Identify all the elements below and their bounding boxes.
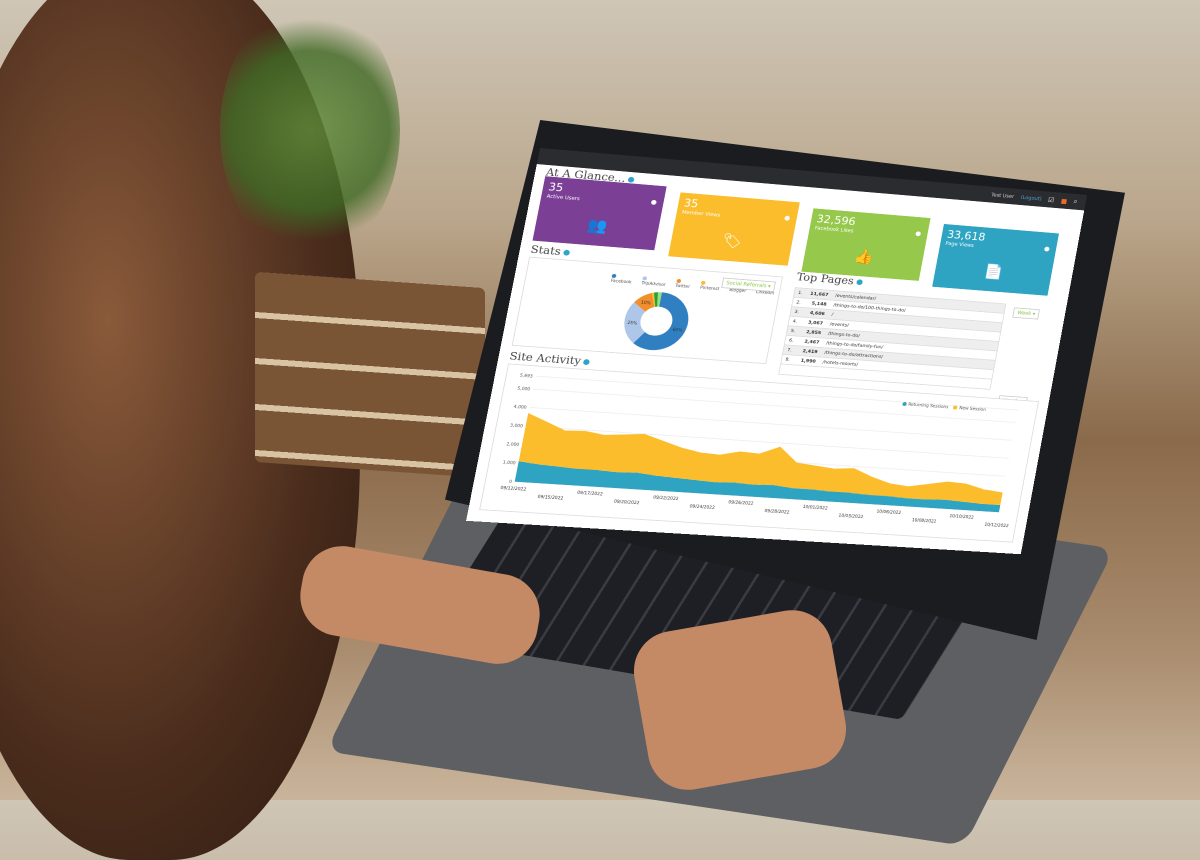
site-activity-panel: Returning Sessions New Session 0 1,000 2,00… — [479, 363, 1039, 543]
x-tick-label: 10/10/2022 — [949, 513, 974, 520]
thumbs-up-icon: 👍 — [852, 247, 876, 266]
x-tick-label: 10/01/2022 — [802, 504, 828, 511]
legend-item[interactable]: Twitter — [675, 278, 696, 290]
pie-slice[interactable] — [632, 291, 657, 313]
x-tick-label: 09/28/2022 — [764, 508, 790, 515]
x-tick-label: 09/20/2022 — [613, 499, 640, 506]
x-tick-label: 09/17/2022 — [577, 490, 604, 497]
x-tick-label: 10/03/2022 — [838, 513, 864, 520]
y-tick-label: 5,693 — [519, 373, 533, 379]
books — [255, 271, 485, 479]
notification-icon[interactable]: ■ — [1060, 197, 1068, 205]
donut-chart: 60% 25% 10% — [620, 290, 694, 353]
help-icon[interactable] — [582, 359, 591, 366]
user-name: Test User — [990, 191, 1015, 200]
x-tick-label: 10/12/2022 — [984, 522, 1009, 529]
y-tick-label: 4,000 — [513, 404, 527, 410]
area-series[interactable] — [516, 412, 1012, 506]
logout-link[interactable]: (Logout) — [1020, 194, 1043, 202]
x-tick-label: 10/08/2022 — [911, 518, 937, 525]
pie-label: 10% — [640, 300, 651, 306]
dashboard-screen: Test User (Logout) ☑ ■ ⌕ At A Glance... … — [466, 148, 1088, 555]
y-tick-label: 5,000 — [517, 386, 531, 392]
y-tick-label: 1,000 — [502, 460, 516, 466]
help-icon[interactable] — [627, 176, 635, 183]
stat-tile[interactable]: 35 Active Users 👥 — [532, 176, 667, 251]
checklist-icon[interactable]: ☑ — [1047, 195, 1055, 204]
pie-label: 60% — [672, 327, 683, 333]
y-tick-label: 0 — [508, 479, 512, 485]
week-dropdown[interactable]: Week ▾ — [1012, 307, 1041, 320]
x-tick-label: 09/22/2022 — [653, 495, 680, 502]
y-tick-label: 2,000 — [506, 441, 520, 447]
plant — [220, 0, 400, 260]
tags-icon: 🏷 — [720, 232, 744, 251]
pie-label: 25% — [627, 320, 638, 326]
stat-tile[interactable]: 32,596 Facebook Likes 👍 — [801, 208, 931, 281]
x-tick-label: 09/24/2022 — [689, 504, 715, 511]
x-tick-label: 09/12/2022 — [500, 485, 527, 492]
x-tick-label: 09/15/2022 — [537, 494, 564, 501]
users-icon: 👥 — [585, 216, 609, 236]
stats-panel: Facebook TripAdvisor Twitter Pinterest Blogg… — [511, 256, 783, 365]
y-tick-label: 3,000 — [510, 423, 524, 429]
legend-item[interactable]: Facebook — [610, 273, 637, 286]
search-icon[interactable]: ⌕ — [1073, 197, 1079, 206]
pie-slice[interactable] — [632, 290, 694, 353]
help-icon[interactable] — [855, 279, 863, 286]
help-icon[interactable] — [562, 249, 571, 256]
stat-tile[interactable]: 33,618 Page Views 📄 — [932, 223, 1059, 296]
area-series[interactable] — [514, 461, 1003, 513]
legend-item[interactable]: TripAdvisor — [641, 276, 671, 288]
area-chart: 0 1,000 2,000 3,000 4,000 5,000 5,693 09/12/202… — [500, 373, 1035, 529]
pie-slice[interactable] — [620, 301, 651, 344]
stat-tile[interactable]: 35 Member Views 🏷 — [668, 192, 800, 266]
x-tick-label: 10/06/2022 — [876, 509, 902, 516]
x-tick-label: 09/26/2022 — [728, 500, 754, 507]
document-icon: 📄 — [982, 263, 1005, 282]
top-pages-list: 1. 11,667/events/calendar/2. 5,148/things-… — [778, 287, 1007, 390]
